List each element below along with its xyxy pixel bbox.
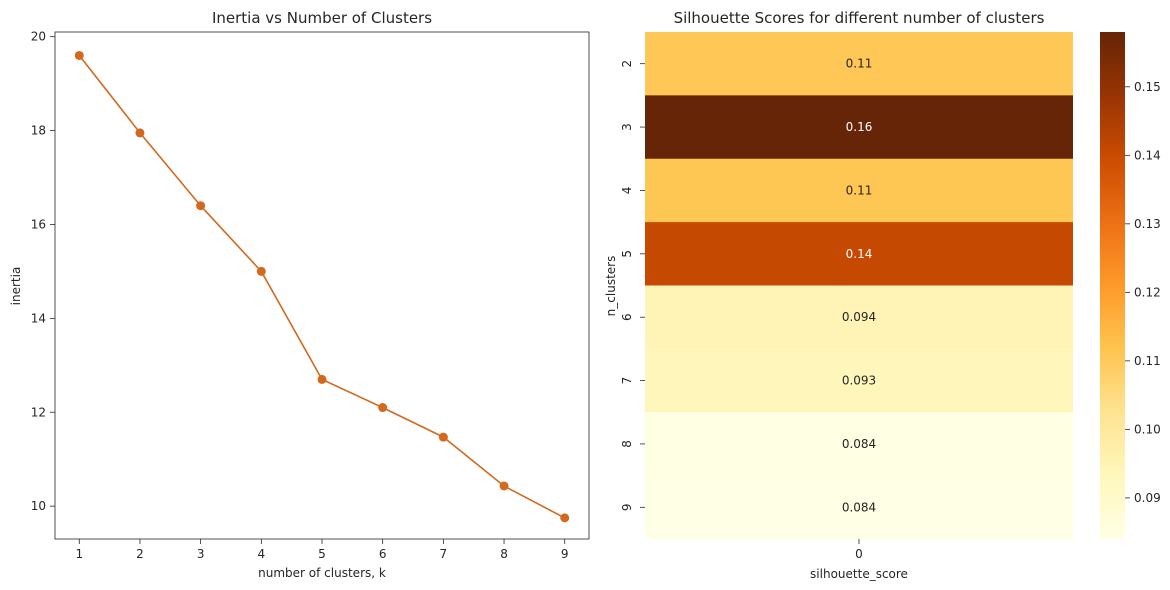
line-chart-frame [54, 31, 590, 540]
colorbar-tick-label: 0.14 [1134, 148, 1161, 162]
colorbar-tick-label: 0.13 [1134, 217, 1161, 231]
line-y-tick-label: 12 [31, 405, 46, 419]
heatmap-cell [645, 475, 1073, 540]
line-x-tick-label: 5 [318, 547, 326, 561]
line-x-ticks: 1 2 3 4 5 6 7 8 9 [75, 539, 569, 561]
heatmap-cell-labels: 0.11 0.16 0.11 0.14 0.094 0.093 0.084 0.084 [842, 57, 876, 515]
colorbar-tick-label: 0.12 [1134, 285, 1161, 299]
heatmap-cell [645, 412, 1073, 477]
heatmap-cell-label: 0.084 [842, 500, 876, 514]
heatmap-colorbar: 0.09 0.10 0.11 0.12 0.13 0.14 0.15 [1100, 32, 1161, 539]
line-x-tick-label: 4 [257, 547, 265, 561]
heatmap-title: Silhouette Scores for different number o… [674, 9, 1045, 27]
inertia-data-point [560, 513, 570, 523]
line-chart-title: Inertia vs Number of Clusters [212, 9, 432, 27]
colorbar-tick-label: 0.09 [1134, 491, 1161, 505]
inertia-data-point [378, 403, 388, 413]
inertia-data-point [74, 50, 84, 60]
line-y-axis-label: inertia [9, 267, 23, 306]
line-x-tick-label: 2 [136, 547, 144, 561]
colorbar-ticks: 0.09 0.10 0.11 0.12 0.13 0.14 0.15 [1125, 80, 1161, 505]
heatmap-y-tick-label: 4 [620, 187, 634, 195]
heatmap-y-axis-label: n_clusters [604, 256, 618, 317]
inertia-data-point [135, 128, 145, 138]
line-x-axis-label: number of clusters, k [258, 566, 386, 580]
heatmap-cell-label: 0.14 [846, 247, 873, 261]
line-y-tick-label: 14 [31, 311, 46, 325]
line-x-tick-label: 3 [197, 547, 205, 561]
heatmap-y-tick-label: 6 [620, 313, 634, 321]
heatmap-y-tick-label: 7 [620, 377, 634, 385]
heatmap-cell-label: 0.16 [846, 120, 873, 134]
heatmap-cell-label: 0.11 [846, 183, 873, 197]
line-y-tick-label: 10 [31, 499, 46, 513]
inertia-data-point [196, 201, 206, 211]
heatmap-cell [645, 285, 1073, 350]
line-x-tick-label: 6 [379, 547, 387, 561]
inertia-data-point [256, 266, 266, 276]
heatmap-y-tick-label: 2 [620, 60, 634, 68]
colorbar-tick-label: 0.11 [1134, 354, 1161, 368]
heatmap-y-tick-label: 9 [620, 503, 634, 511]
heatmap-cell [645, 222, 1073, 286]
line-x-tick-label: 9 [561, 547, 569, 561]
line-y-tick-label: 18 [31, 124, 46, 138]
colorbar-gradient [1100, 32, 1125, 539]
heatmap-cells [645, 32, 1073, 540]
inertia-data-point [499, 481, 509, 491]
heatmap-x-axis-label: silhouette_score [810, 567, 908, 581]
heatmap-y-tick-label: 5 [620, 250, 634, 258]
heatmap-cell-label: 0.094 [842, 310, 876, 324]
heatmap-cell [645, 348, 1073, 413]
heatmap-x-tick-label: 0 [855, 547, 863, 561]
heatmap-y-tick-label: 8 [620, 440, 634, 448]
line-x-tick-label: 8 [500, 547, 508, 561]
heatmap-cell-label: 0.093 [842, 374, 876, 388]
inertia-series-line [78, 55, 566, 519]
colorbar-tick-label: 0.10 [1134, 422, 1161, 436]
heatmap-y-tick-label: 3 [620, 123, 634, 131]
line-y-ticks: 10 12 14 16 18 20 [31, 30, 55, 513]
heatmap-cell-label: 0.084 [842, 437, 876, 451]
heatmap-cell [645, 32, 1073, 96]
silhouette-heatmap: Silhouette Scores for different number o… [604, 9, 1073, 581]
line-x-tick-label: 1 [75, 547, 83, 561]
colorbar-tick-label: 0.15 [1134, 80, 1161, 94]
line-y-tick-label: 20 [31, 30, 46, 44]
heatmap-x-ticks: 0 [855, 539, 863, 561]
line-x-tick-label: 7 [440, 547, 448, 561]
heatmap-cell-label: 0.11 [846, 57, 873, 71]
heatmap-y-ticks: 2 3 4 5 6 7 8 9 [620, 60, 645, 511]
inertia-data-point [317, 374, 327, 384]
heatmap-cell [645, 95, 1073, 160]
heatmap-cell [645, 158, 1073, 223]
line-y-tick-label: 16 [31, 217, 46, 231]
inertia-series-points [74, 50, 570, 523]
inertia-data-point [438, 432, 448, 442]
